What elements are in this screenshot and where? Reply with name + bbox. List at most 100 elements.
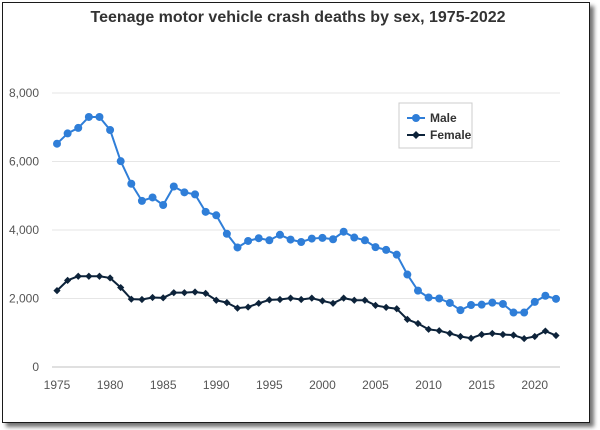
data-point-female-2005[interactable]: [371, 301, 380, 309]
data-point-female-1995[interactable]: [265, 296, 273, 304]
data-point-male-2021[interactable]: [541, 291, 550, 300]
data-point-male-2020[interactable]: [530, 297, 539, 306]
data-point-female-2019[interactable]: [520, 334, 528, 343]
data-point-male-2003[interactable]: [350, 233, 359, 242]
data-point-female-1977[interactable]: [74, 272, 82, 280]
data-point-female-1976[interactable]: [64, 276, 72, 284]
data-point-female-2014[interactable]: [467, 334, 475, 342]
data-point-male-1988[interactable]: [191, 190, 200, 199]
data-point-male-2001[interactable]: [329, 235, 338, 244]
data-point-female-1997[interactable]: [286, 294, 295, 302]
data-point-male-1989[interactable]: [201, 207, 210, 216]
data-point-male-2022[interactable]: [552, 294, 560, 303]
data-point-female-2007[interactable]: [393, 305, 401, 313]
data-point-male-2018[interactable]: [509, 308, 518, 317]
data-point-female-1993[interactable]: [244, 303, 252, 311]
data-point-male-1980[interactable]: [106, 125, 115, 134]
data-point-female-2003[interactable]: [350, 296, 358, 304]
data-point-male-1981[interactable]: [116, 157, 125, 166]
data-point-female-2022[interactable]: [552, 331, 560, 340]
data-point-male-1983[interactable]: [137, 196, 146, 205]
data-point-female-2002[interactable]: [340, 294, 348, 302]
data-point-male-1990[interactable]: [212, 211, 221, 220]
data-point-female-2021[interactable]: [541, 327, 549, 335]
data-point-male-1978[interactable]: [84, 112, 93, 121]
data-point-male-1976[interactable]: [63, 129, 72, 138]
data-point-male-1986[interactable]: [169, 182, 178, 191]
data-point-female-1981[interactable]: [117, 283, 125, 292]
data-point-male-2012[interactable]: [445, 298, 454, 307]
data-point-female-2015[interactable]: [478, 330, 486, 339]
data-point-male-2014[interactable]: [467, 301, 476, 310]
data-point-female-1985[interactable]: [159, 294, 167, 302]
data-point-female-1979[interactable]: [95, 272, 104, 280]
data-point-male-1987[interactable]: [180, 188, 189, 197]
data-point-male-2013[interactable]: [456, 306, 465, 315]
data-point-female-1982[interactable]: [127, 295, 135, 303]
data-point-male-2017[interactable]: [498, 299, 507, 308]
data-point-male-1995[interactable]: [265, 236, 274, 245]
data-point-male-2007[interactable]: [392, 250, 401, 259]
data-point-male-2006[interactable]: [382, 245, 391, 254]
data-point-female-1999[interactable]: [308, 294, 316, 302]
legend-item-male[interactable]: Male: [407, 111, 457, 125]
data-point-male-2019[interactable]: [520, 308, 529, 317]
data-point-male-1997[interactable]: [286, 235, 295, 244]
data-point-female-1984[interactable]: [148, 293, 157, 302]
data-point-male-2004[interactable]: [360, 236, 369, 245]
data-point-male-2010[interactable]: [424, 293, 433, 302]
y-tick-label: 0: [32, 360, 39, 374]
data-point-female-1998[interactable]: [297, 295, 305, 304]
data-point-female-2020[interactable]: [531, 332, 539, 341]
data-point-male-1991[interactable]: [222, 229, 231, 238]
data-point-female-2011[interactable]: [435, 327, 443, 335]
data-point-female-1992[interactable]: [233, 304, 242, 312]
data-point-male-1985[interactable]: [159, 200, 168, 209]
data-point-female-2004[interactable]: [361, 296, 369, 304]
data-point-male-2016[interactable]: [488, 298, 497, 307]
data-point-female-1991[interactable]: [223, 299, 231, 307]
data-point-female-2006[interactable]: [382, 303, 390, 312]
data-point-male-2002[interactable]: [339, 227, 348, 236]
data-point-female-1978[interactable]: [85, 272, 93, 280]
data-point-male-1979[interactable]: [95, 112, 104, 121]
data-point-male-1996[interactable]: [275, 230, 284, 239]
data-point-female-1986[interactable]: [170, 289, 178, 297]
data-point-male-2009[interactable]: [413, 286, 422, 295]
data-point-male-1998[interactable]: [297, 237, 306, 246]
data-point-male-2015[interactable]: [477, 300, 486, 309]
data-point-female-2001[interactable]: [329, 299, 337, 307]
data-point-male-2011[interactable]: [435, 294, 444, 303]
legend-item-female[interactable]: Female: [407, 128, 472, 142]
data-point-female-1988[interactable]: [191, 288, 199, 296]
data-point-male-1992[interactable]: [233, 243, 242, 252]
data-point-female-1983[interactable]: [138, 295, 146, 304]
data-point-male-2005[interactable]: [371, 243, 380, 252]
data-point-female-2016[interactable]: [488, 329, 496, 338]
data-point-male-1984[interactable]: [148, 193, 157, 202]
data-point-female-1994[interactable]: [255, 299, 263, 307]
data-point-male-1999[interactable]: [307, 234, 316, 243]
data-point-male-2000[interactable]: [318, 233, 327, 242]
data-point-female-1975[interactable]: [53, 287, 61, 295]
data-point-female-1996[interactable]: [276, 295, 284, 304]
data-point-female-2000[interactable]: [318, 297, 327, 305]
data-point-female-2009[interactable]: [414, 319, 422, 328]
data-point-male-1993[interactable]: [244, 236, 253, 245]
data-point-female-1980[interactable]: [106, 274, 114, 282]
data-point-female-2010[interactable]: [424, 325, 433, 333]
data-point-female-1987[interactable]: [180, 289, 189, 297]
data-point-female-2018[interactable]: [509, 331, 518, 339]
data-point-male-1977[interactable]: [74, 123, 83, 132]
x-axis: 1975 1980 1985 1990 1995 2000 2005 2010 2015 2020: [44, 378, 549, 392]
data-point-female-2012[interactable]: [446, 329, 454, 338]
data-point-male-1982[interactable]: [127, 179, 136, 188]
data-point-male-1994[interactable]: [254, 234, 263, 243]
data-point-female-2013[interactable]: [456, 332, 465, 341]
data-point-male-1975[interactable]: [53, 139, 61, 148]
data-point-female-1989[interactable]: [202, 289, 210, 297]
data-point-female-2008[interactable]: [403, 315, 411, 323]
data-point-male-2008[interactable]: [403, 270, 412, 279]
data-point-female-1990[interactable]: [212, 296, 220, 304]
data-point-female-2017[interactable]: [499, 330, 507, 339]
